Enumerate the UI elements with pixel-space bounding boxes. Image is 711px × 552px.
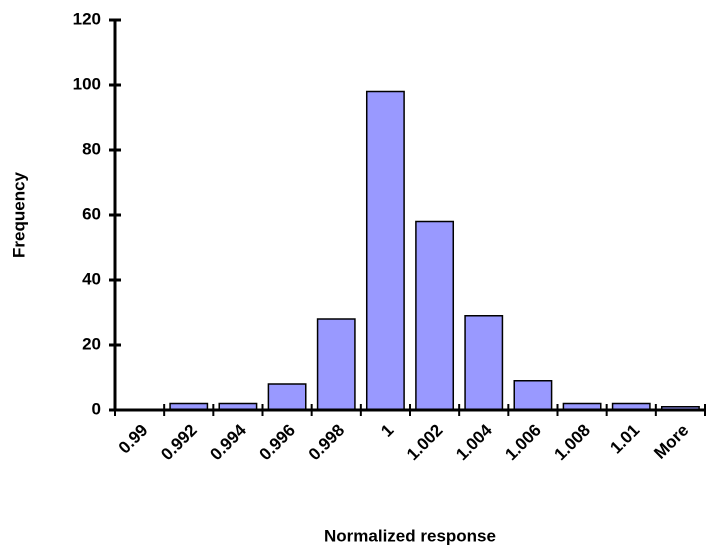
y-tick-label: 80: [82, 139, 101, 158]
bar: [464, 315, 504, 411]
x-tick-label: 1: [377, 421, 397, 441]
x-axis-title: Normalized response: [324, 526, 496, 545]
x-tick-label: 0.998: [305, 421, 349, 465]
x-tick-label: More: [650, 421, 692, 463]
y-tick-label: 40: [82, 269, 101, 288]
y-axis-title: Frequency: [9, 171, 28, 258]
x-tick-label: 1.008: [551, 421, 595, 465]
bar: [267, 383, 307, 411]
y-tick-label: 120: [73, 9, 101, 28]
x-tick-label: 1.006: [501, 421, 545, 465]
bar: [415, 220, 455, 411]
x-tick-label: 1.002: [403, 421, 447, 465]
bar: [513, 380, 553, 411]
y-tick-label: 20: [82, 334, 101, 353]
bar: [316, 318, 356, 411]
x-tick-label: 1.01: [606, 421, 643, 458]
x-tick-label: 0.996: [256, 421, 300, 465]
x-tick-label: 1.004: [452, 420, 496, 464]
x-tick-label: 0.994: [206, 420, 250, 464]
y-tick-label: 0: [92, 399, 101, 418]
y-tick-label: 60: [82, 204, 101, 223]
x-tick-label: 0.99: [115, 421, 152, 458]
bar: [365, 90, 405, 411]
y-tick-label: 100: [73, 74, 101, 93]
x-tick-label: 0.992: [157, 421, 201, 465]
